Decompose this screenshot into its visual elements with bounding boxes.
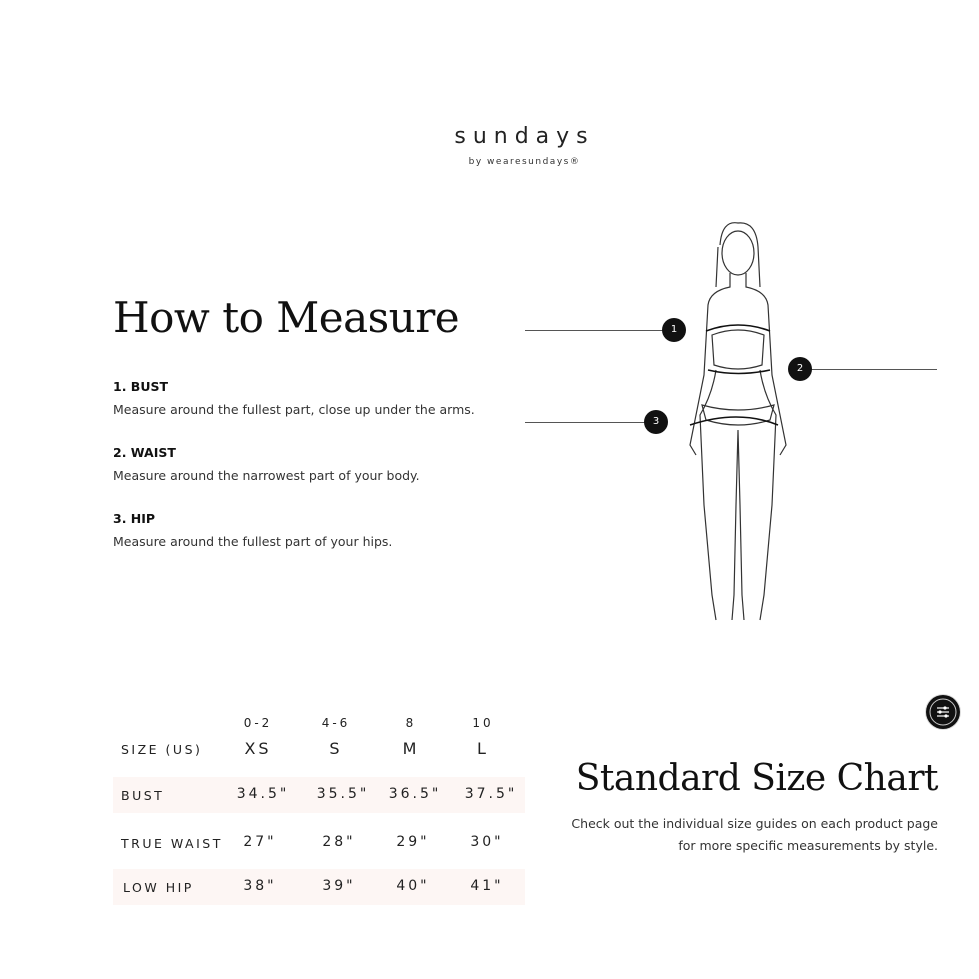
marker-3: 3 — [644, 410, 668, 434]
col-size: L — [477, 739, 489, 758]
col-num: 10 — [472, 716, 494, 730]
cell: 36.5" — [388, 786, 442, 802]
col-size: XS — [244, 739, 272, 758]
table-row-waist: TRUE WAIST 27" 28" 29" 30" — [113, 825, 525, 861]
size-table-header: SIZE (US) 0-2 XS 4-6 S 8 M 10 L — [113, 712, 525, 772]
body-figure-illustration — [689, 222, 787, 621]
cell: 41" — [470, 878, 504, 894]
standard-size-chart-title: Standard Size Chart — [575, 758, 939, 799]
cell: 39" — [322, 878, 356, 894]
how-to-measure-title: How to Measure — [113, 293, 460, 342]
sliders-icon — [929, 698, 957, 726]
brand-logo: sundays — [454, 124, 595, 149]
marker-2: 2 — [788, 357, 812, 381]
bust-pointer-line — [525, 330, 665, 331]
row-label: TRUE WAIST — [121, 836, 223, 851]
bust-title: 1. BUST — [113, 379, 169, 394]
waist-desc: Measure around the narrowest part of you… — [113, 468, 420, 483]
cell: 27" — [243, 834, 277, 850]
bust-desc: Measure around the fullest part, close u… — [113, 402, 475, 417]
col-num: 4-6 — [321, 716, 351, 730]
hip-desc: Measure around the fullest part of your … — [113, 534, 393, 549]
hip-pointer-line — [525, 422, 655, 423]
size-note-line2: for more specific measurements by style. — [678, 838, 938, 853]
size-note-line1: Check out the individual size guides on … — [571, 816, 938, 831]
table-row-bust: BUST 34.5" 35.5" 36.5" 37.5" — [113, 777, 525, 813]
cell: 29" — [396, 834, 430, 850]
hip-title: 3. HIP — [113, 511, 156, 526]
col-size: M — [402, 739, 420, 758]
cell: 34.5" — [236, 786, 290, 802]
cell: 38" — [243, 878, 277, 894]
size-us-label: SIZE (US) — [121, 742, 203, 757]
col-num: 0-2 — [243, 716, 273, 730]
cell: 35.5" — [316, 786, 370, 802]
cell: 28" — [322, 834, 356, 850]
brand-tagline: by wearesundays® — [468, 157, 581, 167]
cell: 30" — [470, 834, 504, 850]
col-size: S — [329, 739, 343, 758]
marker-1: 1 — [662, 318, 686, 342]
cell: 40" — [396, 878, 430, 894]
waist-pointer-line — [800, 369, 937, 370]
row-label: LOW HIP — [123, 880, 194, 895]
row-label: BUST — [121, 788, 165, 803]
waist-title: 2. WAIST — [113, 445, 176, 460]
cell: 37.5" — [464, 786, 518, 802]
col-num: 8 — [405, 716, 417, 730]
table-row-hip: LOW HIP 38" 39" 40" 41" — [113, 869, 525, 905]
filter-settings-button[interactable] — [926, 695, 960, 729]
